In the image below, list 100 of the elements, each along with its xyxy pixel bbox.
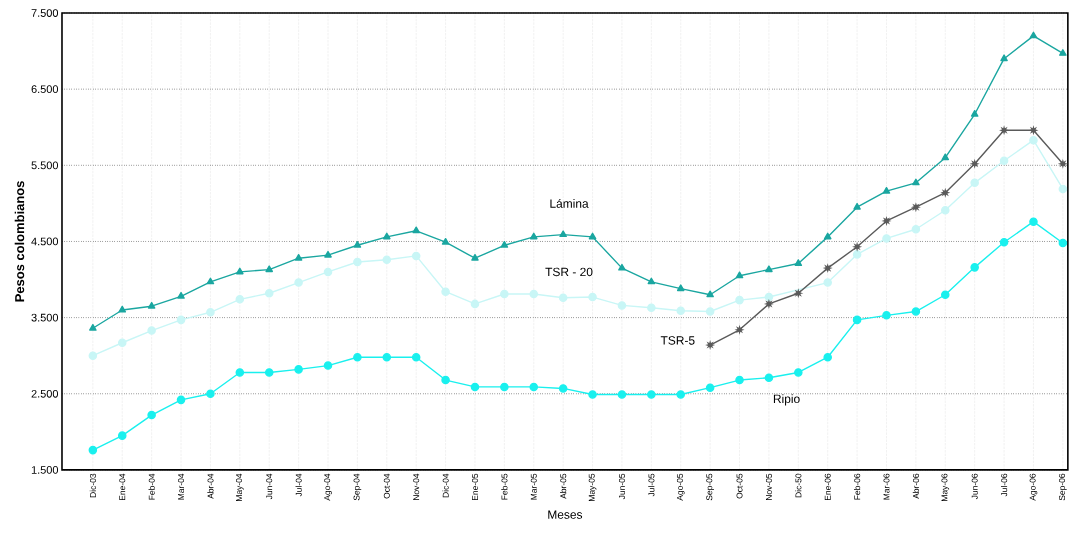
x-tick-label: Dic-50 (795, 473, 802, 498)
point (735, 271, 744, 279)
point (618, 263, 626, 271)
x-tick-label: Mar-04 (178, 473, 185, 500)
y-tick-label: 2.500 (31, 389, 59, 398)
point (353, 241, 362, 248)
point (588, 390, 597, 399)
point (1029, 31, 1038, 39)
y-tick-label: 5.500 (31, 161, 59, 170)
point (206, 277, 215, 285)
point (910, 202, 921, 213)
point (941, 290, 950, 300)
text: Lámina (550, 198, 589, 208)
x-tick-label: Sep-05 (706, 473, 714, 501)
point (882, 311, 891, 320)
point (969, 158, 980, 169)
point (353, 257, 362, 267)
point (911, 307, 921, 316)
x-tick-label: Nov-05 (765, 473, 772, 501)
point (823, 278, 832, 287)
y-tick-label: 4.500 (31, 237, 59, 246)
point (763, 298, 774, 309)
point (999, 156, 1009, 166)
point (529, 289, 539, 299)
series-label: Ripio (773, 394, 800, 406)
x-tick-label: Sep-04 (353, 473, 362, 501)
point (264, 368, 274, 377)
x-tick-label: Ene-04 (119, 473, 126, 501)
y-tick-label: 3.500 (31, 313, 59, 322)
y-tick-label: 7.500 (31, 9, 59, 17)
point (382, 232, 391, 240)
point (1029, 217, 1038, 226)
point (852, 315, 862, 325)
series-label: TSR-5 (660, 336, 695, 345)
point (1000, 54, 1008, 62)
point (823, 352, 832, 362)
point (500, 382, 509, 392)
point (500, 241, 509, 248)
point (940, 187, 951, 198)
point (765, 265, 773, 273)
series-label: TSR - 20 (545, 267, 593, 277)
point (500, 289, 509, 299)
point (588, 232, 597, 240)
point (265, 265, 274, 273)
point (294, 278, 303, 287)
point (647, 390, 656, 399)
x-axis-title: Meses (548, 510, 583, 519)
point (88, 351, 98, 361)
point (970, 178, 979, 188)
point (236, 267, 244, 275)
point (235, 368, 245, 377)
y-tick-label: 6.500 (31, 85, 59, 94)
point (852, 241, 863, 252)
point (324, 250, 332, 258)
point (882, 186, 891, 194)
point (411, 251, 421, 261)
point (1058, 184, 1068, 194)
point (970, 110, 979, 117)
point (617, 301, 627, 310)
point (559, 230, 567, 238)
x-tick-label: Ago-05 (676, 473, 685, 501)
point (793, 288, 804, 299)
point (735, 295, 744, 305)
x-tick-label: Abr-04 (207, 473, 214, 499)
x-tick-label: May-06 (941, 473, 950, 502)
x-tick-label: Ago-04 (324, 473, 332, 501)
x-tick-label: Jun-06 (971, 473, 978, 500)
point (705, 383, 715, 393)
point (941, 206, 950, 215)
point (323, 267, 333, 277)
point (206, 389, 215, 399)
x-tick-label: May-04 (236, 473, 244, 502)
point (118, 305, 127, 313)
point (558, 384, 568, 393)
point (470, 299, 480, 309)
x-tick-label: Mar-06 (883, 473, 890, 500)
x-tick-label: Ago-06 (1029, 473, 1038, 501)
point (911, 225, 921, 234)
point (441, 287, 450, 297)
point (471, 253, 479, 261)
point (999, 237, 1009, 247)
point (912, 178, 920, 186)
point (441, 375, 450, 385)
point (822, 263, 833, 274)
x-tick-label: Jun-04 (266, 473, 273, 500)
x-tick-label: Ene-06 (824, 473, 831, 501)
point (529, 232, 538, 240)
point (823, 232, 832, 240)
point (1057, 158, 1068, 169)
point (353, 352, 362, 362)
point (176, 395, 186, 405)
point (794, 368, 803, 377)
x-tick-label: Oct-04 (383, 473, 390, 499)
point (206, 308, 215, 317)
point (294, 253, 303, 261)
point (412, 226, 420, 234)
y-axis-title: Pesos colombianos (14, 181, 25, 302)
x-tick-label: May-05 (588, 473, 597, 502)
point (323, 361, 333, 370)
point (147, 301, 156, 309)
